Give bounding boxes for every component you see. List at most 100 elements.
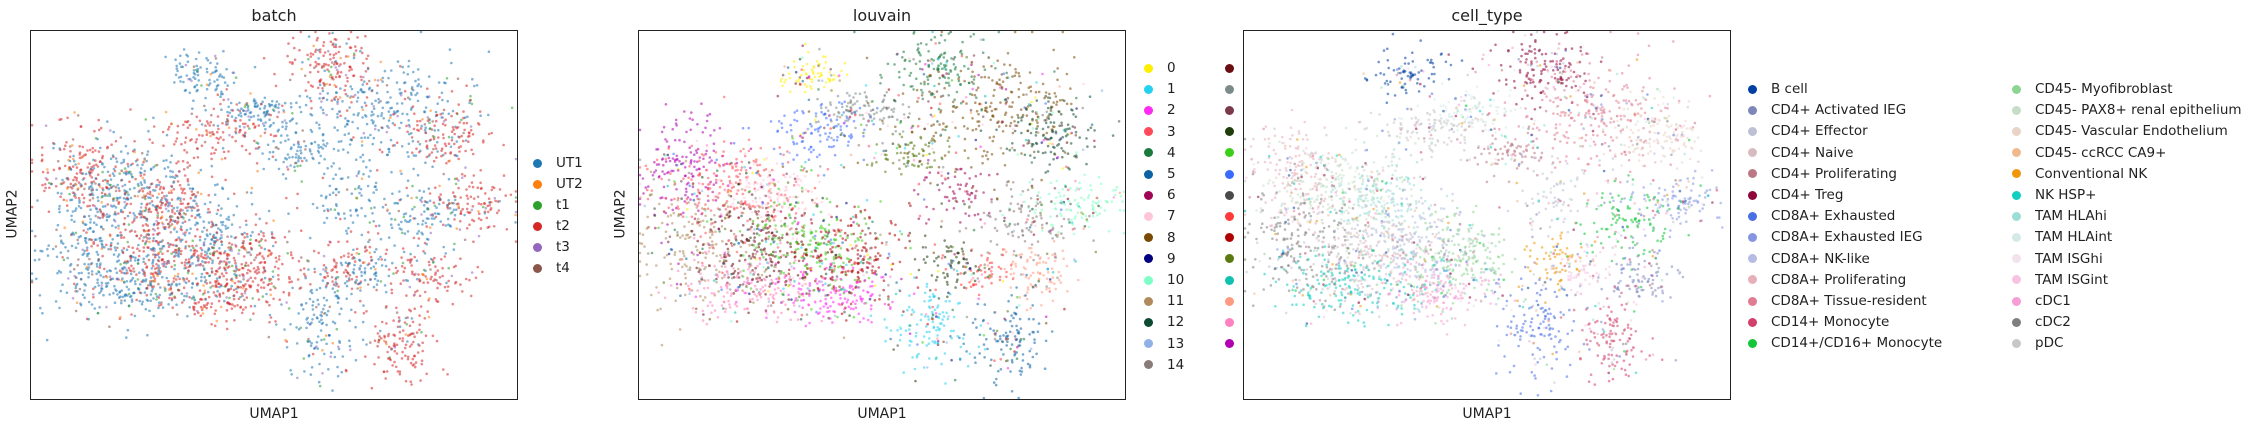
scatter-point bbox=[37, 258, 41, 261]
scatter-point bbox=[391, 121, 395, 125]
scatter-point bbox=[961, 40, 964, 44]
scatter-point bbox=[178, 282, 181, 286]
scatter-point bbox=[305, 326, 308, 330]
scatter-point bbox=[96, 165, 100, 168]
scatter-point bbox=[78, 199, 81, 202]
scatter-point bbox=[72, 267, 76, 271]
scatter-point bbox=[97, 150, 101, 153]
scatter-point bbox=[672, 169, 675, 173]
scatter-point bbox=[477, 123, 481, 126]
scatter-point bbox=[177, 249, 181, 253]
scatter-point bbox=[394, 266, 398, 270]
scatter-point bbox=[282, 160, 285, 164]
scatter-point bbox=[108, 233, 112, 237]
scatter-point bbox=[225, 309, 229, 312]
scatter-point bbox=[113, 246, 117, 249]
scatter-point bbox=[309, 71, 312, 74]
scatter-point bbox=[829, 67, 832, 71]
scatter-point bbox=[141, 196, 144, 199]
scatter-point bbox=[286, 153, 290, 156]
scatter-point bbox=[184, 206, 188, 210]
scatter-point bbox=[832, 138, 836, 142]
scatter-point bbox=[164, 265, 168, 268]
scatter-point bbox=[684, 193, 687, 197]
scatter-point bbox=[1013, 148, 1016, 152]
scatter-point bbox=[168, 220, 172, 224]
scatter-point bbox=[369, 341, 372, 344]
scatter-point bbox=[942, 74, 945, 77]
scatter-point bbox=[365, 82, 369, 86]
scatter-point bbox=[409, 380, 413, 384]
scatter-point bbox=[410, 317, 414, 320]
scatter-point bbox=[158, 187, 162, 191]
scatter-point bbox=[317, 143, 320, 147]
scatter-point bbox=[127, 266, 131, 270]
scatter-point bbox=[310, 152, 313, 156]
scatter-point bbox=[1009, 90, 1013, 94]
scatter-point bbox=[927, 63, 930, 67]
scatter-point bbox=[361, 83, 365, 86]
scatter-point bbox=[97, 258, 100, 261]
scatter-point bbox=[91, 197, 95, 200]
scatter-point bbox=[937, 82, 941, 86]
scatter-point bbox=[641, 177, 645, 180]
scatter-point bbox=[891, 161, 895, 165]
scatter-point bbox=[839, 125, 843, 128]
scatter-point bbox=[827, 114, 831, 118]
scatter-point bbox=[183, 220, 187, 223]
scatter-point bbox=[58, 147, 61, 150]
scatter-point bbox=[916, 124, 920, 128]
scatter-point bbox=[83, 249, 86, 253]
scatter-point bbox=[87, 266, 91, 269]
scatter-point bbox=[343, 61, 346, 65]
scatter-point bbox=[69, 185, 72, 189]
scatter-point bbox=[391, 144, 395, 147]
scatter-point bbox=[262, 56, 266, 60]
scatter-point bbox=[73, 220, 76, 223]
scatter-point bbox=[345, 229, 348, 233]
scatter-point bbox=[1043, 119, 1046, 122]
scatter-point bbox=[117, 212, 120, 215]
scatter-point bbox=[279, 141, 283, 144]
scatter-point bbox=[226, 301, 230, 304]
scatter-point bbox=[120, 169, 124, 173]
scatter-point bbox=[185, 120, 189, 124]
scatter-point bbox=[505, 228, 509, 231]
scatter-point bbox=[31, 158, 34, 162]
scatter-point bbox=[1030, 161, 1034, 164]
scatter-point bbox=[918, 67, 922, 71]
scatter-point bbox=[105, 285, 108, 289]
scatter-point bbox=[132, 251, 135, 254]
scatter-point bbox=[840, 113, 844, 117]
scatter-point bbox=[446, 99, 450, 103]
scatter-point bbox=[950, 79, 954, 82]
scatter-point bbox=[328, 184, 332, 188]
scatter-point bbox=[1055, 103, 1058, 106]
scatter-point bbox=[477, 210, 480, 213]
scatter-point bbox=[353, 263, 356, 267]
scatter-point bbox=[373, 273, 376, 276]
scatter-point bbox=[180, 292, 184, 296]
scatter-point bbox=[258, 244, 261, 247]
scatter-point bbox=[299, 110, 303, 114]
scatter-point bbox=[957, 75, 961, 79]
scatter-point bbox=[346, 176, 350, 179]
scatter-point bbox=[295, 206, 299, 210]
scatter-point bbox=[110, 241, 113, 245]
scatter-point bbox=[402, 250, 406, 254]
scatter-point bbox=[821, 55, 825, 58]
scatter-point bbox=[257, 240, 261, 244]
scatter-point bbox=[249, 276, 253, 280]
scatter-point bbox=[776, 129, 780, 133]
scatter-point bbox=[187, 265, 191, 269]
scatter-point bbox=[319, 145, 323, 149]
scatter-point bbox=[418, 323, 422, 327]
scatter-point bbox=[167, 125, 171, 129]
scatter-point bbox=[359, 289, 362, 292]
scatter-point bbox=[173, 81, 176, 84]
scatter-point bbox=[115, 289, 118, 293]
scatter-point bbox=[971, 87, 974, 91]
scatter-point bbox=[981, 155, 984, 158]
scatter-point bbox=[653, 160, 656, 164]
scatter-point bbox=[164, 110, 168, 114]
